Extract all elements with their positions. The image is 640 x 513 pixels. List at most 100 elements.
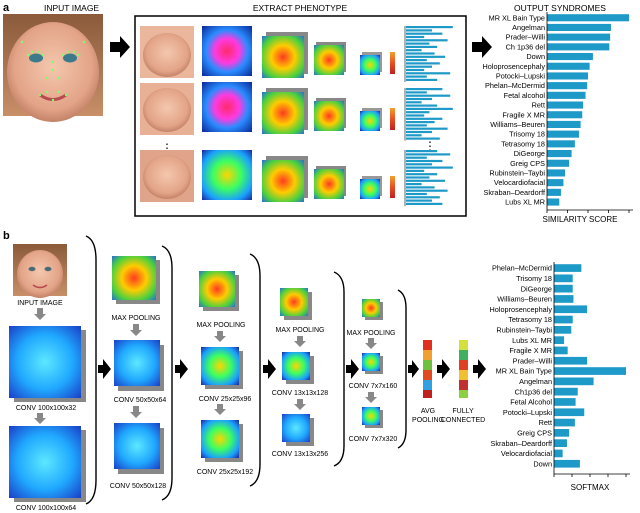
panel-a-letter: a (3, 2, 10, 14)
similarity-label: MR XL Bain Type (489, 13, 545, 22)
feature-vector-bar (406, 94, 451, 97)
feature-vector-bar (406, 196, 440, 199)
layer-conv5-label: CONV 25x25x96 (199, 396, 252, 403)
bracket-5 (397, 289, 407, 449)
similarity-bar (547, 62, 590, 70)
avg-pooling-label-1: AVG (421, 408, 435, 415)
arrow-down-b9 (365, 338, 377, 349)
softmax-bar (554, 305, 588, 314)
layer-conv3-label: CONV 50x50x64 (114, 397, 167, 404)
softmax-bar (554, 408, 585, 417)
softmax-label: Ch1p36 del (515, 387, 553, 396)
softmax-bar (554, 284, 573, 293)
similarity-bar (547, 23, 611, 31)
arrow-to-syndromes (472, 36, 492, 58)
softmax-bar (554, 274, 573, 283)
feature-vector-bar (406, 166, 453, 169)
layer-conv7-label: CONV 13x13x128 (272, 390, 329, 397)
feature-vector-bar (406, 52, 435, 55)
arrow-down-b10 (365, 392, 377, 403)
fc-label-2: CONNECTED (441, 417, 485, 424)
softmax-label: Angelman (519, 377, 552, 386)
softmax-bar (554, 367, 626, 375)
feature-vector-bar (406, 59, 427, 62)
similarity-label: Prader–Willi (506, 33, 546, 42)
softmax-bar (554, 356, 588, 365)
panel-a: a INPUT IMAGE EXTRACT PHENOTYPE (3, 2, 633, 224)
layer-pool1-label: MAX POOLING (111, 315, 160, 322)
feature-vector-bar (406, 104, 438, 107)
similarity-label: Skraban–Deardorff (483, 188, 545, 197)
feature-vector-bar (406, 35, 425, 39)
arrow-to-softmax (473, 359, 486, 379)
layer-conv8-label: CONV 13x13x256 (272, 451, 329, 458)
arrow-stage-2 (175, 359, 188, 379)
input-face-b (13, 244, 67, 298)
similarity-label: Angelman (512, 23, 545, 32)
feature-vector-bar (406, 29, 432, 32)
feature-vector-bar (406, 91, 427, 94)
feature-vector-bar (406, 202, 443, 205)
arrow-down-b1 (34, 308, 46, 320)
softmax-label: Tetrasomy 18 (508, 315, 552, 324)
softmax-label: Phelan–McDermid (492, 264, 552, 273)
feature-vector-bar (406, 42, 430, 45)
similarity-bar (547, 72, 588, 80)
similarity-bar (547, 179, 564, 187)
layer-conv6-label: CONV 25x25x192 (197, 469, 254, 476)
fc-label-1: FULLY (452, 408, 474, 415)
layer-conv2-label: CONV 100x100x64 (16, 505, 76, 512)
softmax-bar (554, 295, 574, 303)
feature-vector-bar (406, 62, 440, 65)
fully-connected-vector (459, 340, 468, 398)
feature-vector-bar (406, 117, 443, 120)
softmax-label: Velocardiofacial (501, 449, 552, 458)
feature-vector-bar (406, 97, 432, 101)
bracket-2 (161, 245, 173, 501)
arrow-stage-3 (263, 359, 276, 379)
layer-conv10-label: CONV 7x7x320 (349, 436, 398, 443)
avg-pooling-vector (423, 340, 432, 398)
softmax-axis-label: SOFTMAX (571, 483, 610, 492)
softmax-bar (554, 264, 582, 272)
feature-vector-bar (406, 134, 422, 137)
similarity-bar (547, 188, 561, 196)
output-syndromes-title: OUTPUT SYNDROMES (514, 3, 606, 13)
feature-vector-bar (406, 192, 427, 196)
feature-vector-bar (406, 159, 443, 163)
softmax-bar (554, 449, 563, 458)
feature-vector-bar (406, 137, 440, 140)
avg-pooling-label-2: POOLING (412, 417, 444, 424)
similarity-label: Fragile X MR (502, 110, 545, 119)
softmax-bar (554, 429, 570, 437)
arrow-stage-4 (346, 359, 359, 379)
softmax-label: Down (533, 459, 552, 468)
similarity-bar (547, 14, 629, 22)
softmax-bar (554, 439, 567, 447)
feature-vector-bar (406, 32, 443, 35)
similarity-label: Tetrasomy 18 (501, 139, 545, 148)
feature-vector-bar (406, 107, 453, 110)
arrow-down-b6 (214, 404, 226, 415)
softmax-label: Fetal Alcohol (510, 398, 552, 407)
similarity-bar (547, 159, 570, 167)
feature-vector-bar (406, 65, 432, 68)
landmark-dots (20, 40, 86, 102)
similarity-bar (547, 130, 579, 138)
arrow-down-b8 (294, 399, 306, 410)
feature-vector-bar (406, 173, 438, 176)
softmax-bar (554, 418, 575, 427)
similarity-bar (547, 43, 610, 51)
similarity-label: Velocardiofacial (494, 178, 545, 187)
arrow-down-b5 (214, 331, 226, 342)
similarity-label: Ch 1p36 del (506, 42, 546, 51)
arrow-down-b7 (294, 336, 306, 347)
arrow-down-b4 (130, 406, 142, 418)
softmax-bar (554, 346, 568, 355)
feature-vectors (404, 26, 453, 207)
softmax-label: MR XL Bain Type (496, 367, 552, 376)
feature-vector-bar (406, 179, 445, 182)
input-face-image (3, 14, 103, 122)
